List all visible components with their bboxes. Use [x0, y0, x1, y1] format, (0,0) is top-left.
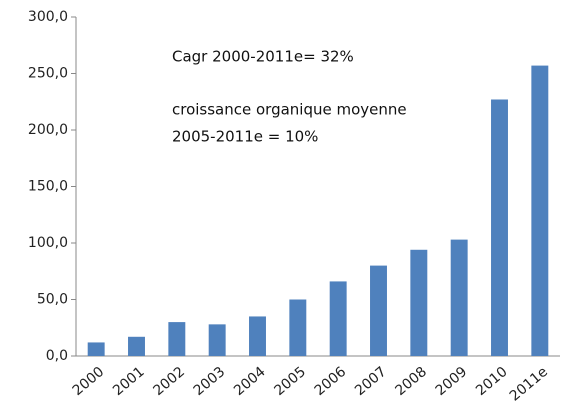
bar — [531, 65, 549, 356]
x-tick-label: 2009 — [433, 364, 471, 399]
y-tick-label: 100,0 — [28, 235, 68, 251]
y-tick-label: 300,0 — [28, 9, 68, 25]
x-tick-label: 2006 — [312, 364, 350, 399]
y-tick-label: 0,0 — [46, 348, 68, 364]
bar — [128, 336, 145, 356]
x-tick-label: 2007 — [352, 364, 390, 399]
bar — [168, 322, 186, 356]
x-tick-label: 2010 — [473, 364, 511, 399]
bar — [370, 265, 387, 356]
bar — [249, 316, 266, 356]
bar — [289, 299, 307, 356]
x-tick-label: 2005 — [271, 364, 309, 399]
annotation: Cagr 2000-2011e= 32% — [172, 48, 354, 66]
y-tick-label: 150,0 — [28, 179, 68, 195]
x-tick-label: 2000 — [70, 364, 108, 399]
annotation: croissance organique moyenne — [172, 101, 407, 119]
y-tick-label: 250,0 — [28, 66, 68, 82]
x-tick-label: 2004 — [231, 364, 269, 399]
y-tick-label: 200,0 — [28, 122, 68, 138]
bar — [491, 99, 508, 357]
bar — [410, 249, 428, 356]
y-tick-label: 50,0 — [37, 292, 68, 308]
x-tick-label: 2002 — [150, 364, 188, 399]
annotation: 2005-2011e = 10% — [172, 128, 318, 146]
bar — [87, 342, 105, 356]
x-tick-label: 2003 — [191, 364, 229, 399]
bar — [208, 324, 226, 356]
x-tick-label: 2008 — [392, 364, 430, 399]
bar — [329, 281, 347, 356]
bar — [450, 239, 468, 356]
x-tick-label: 2001 — [110, 364, 148, 399]
x-tick-label: 2011e — [507, 364, 551, 405]
